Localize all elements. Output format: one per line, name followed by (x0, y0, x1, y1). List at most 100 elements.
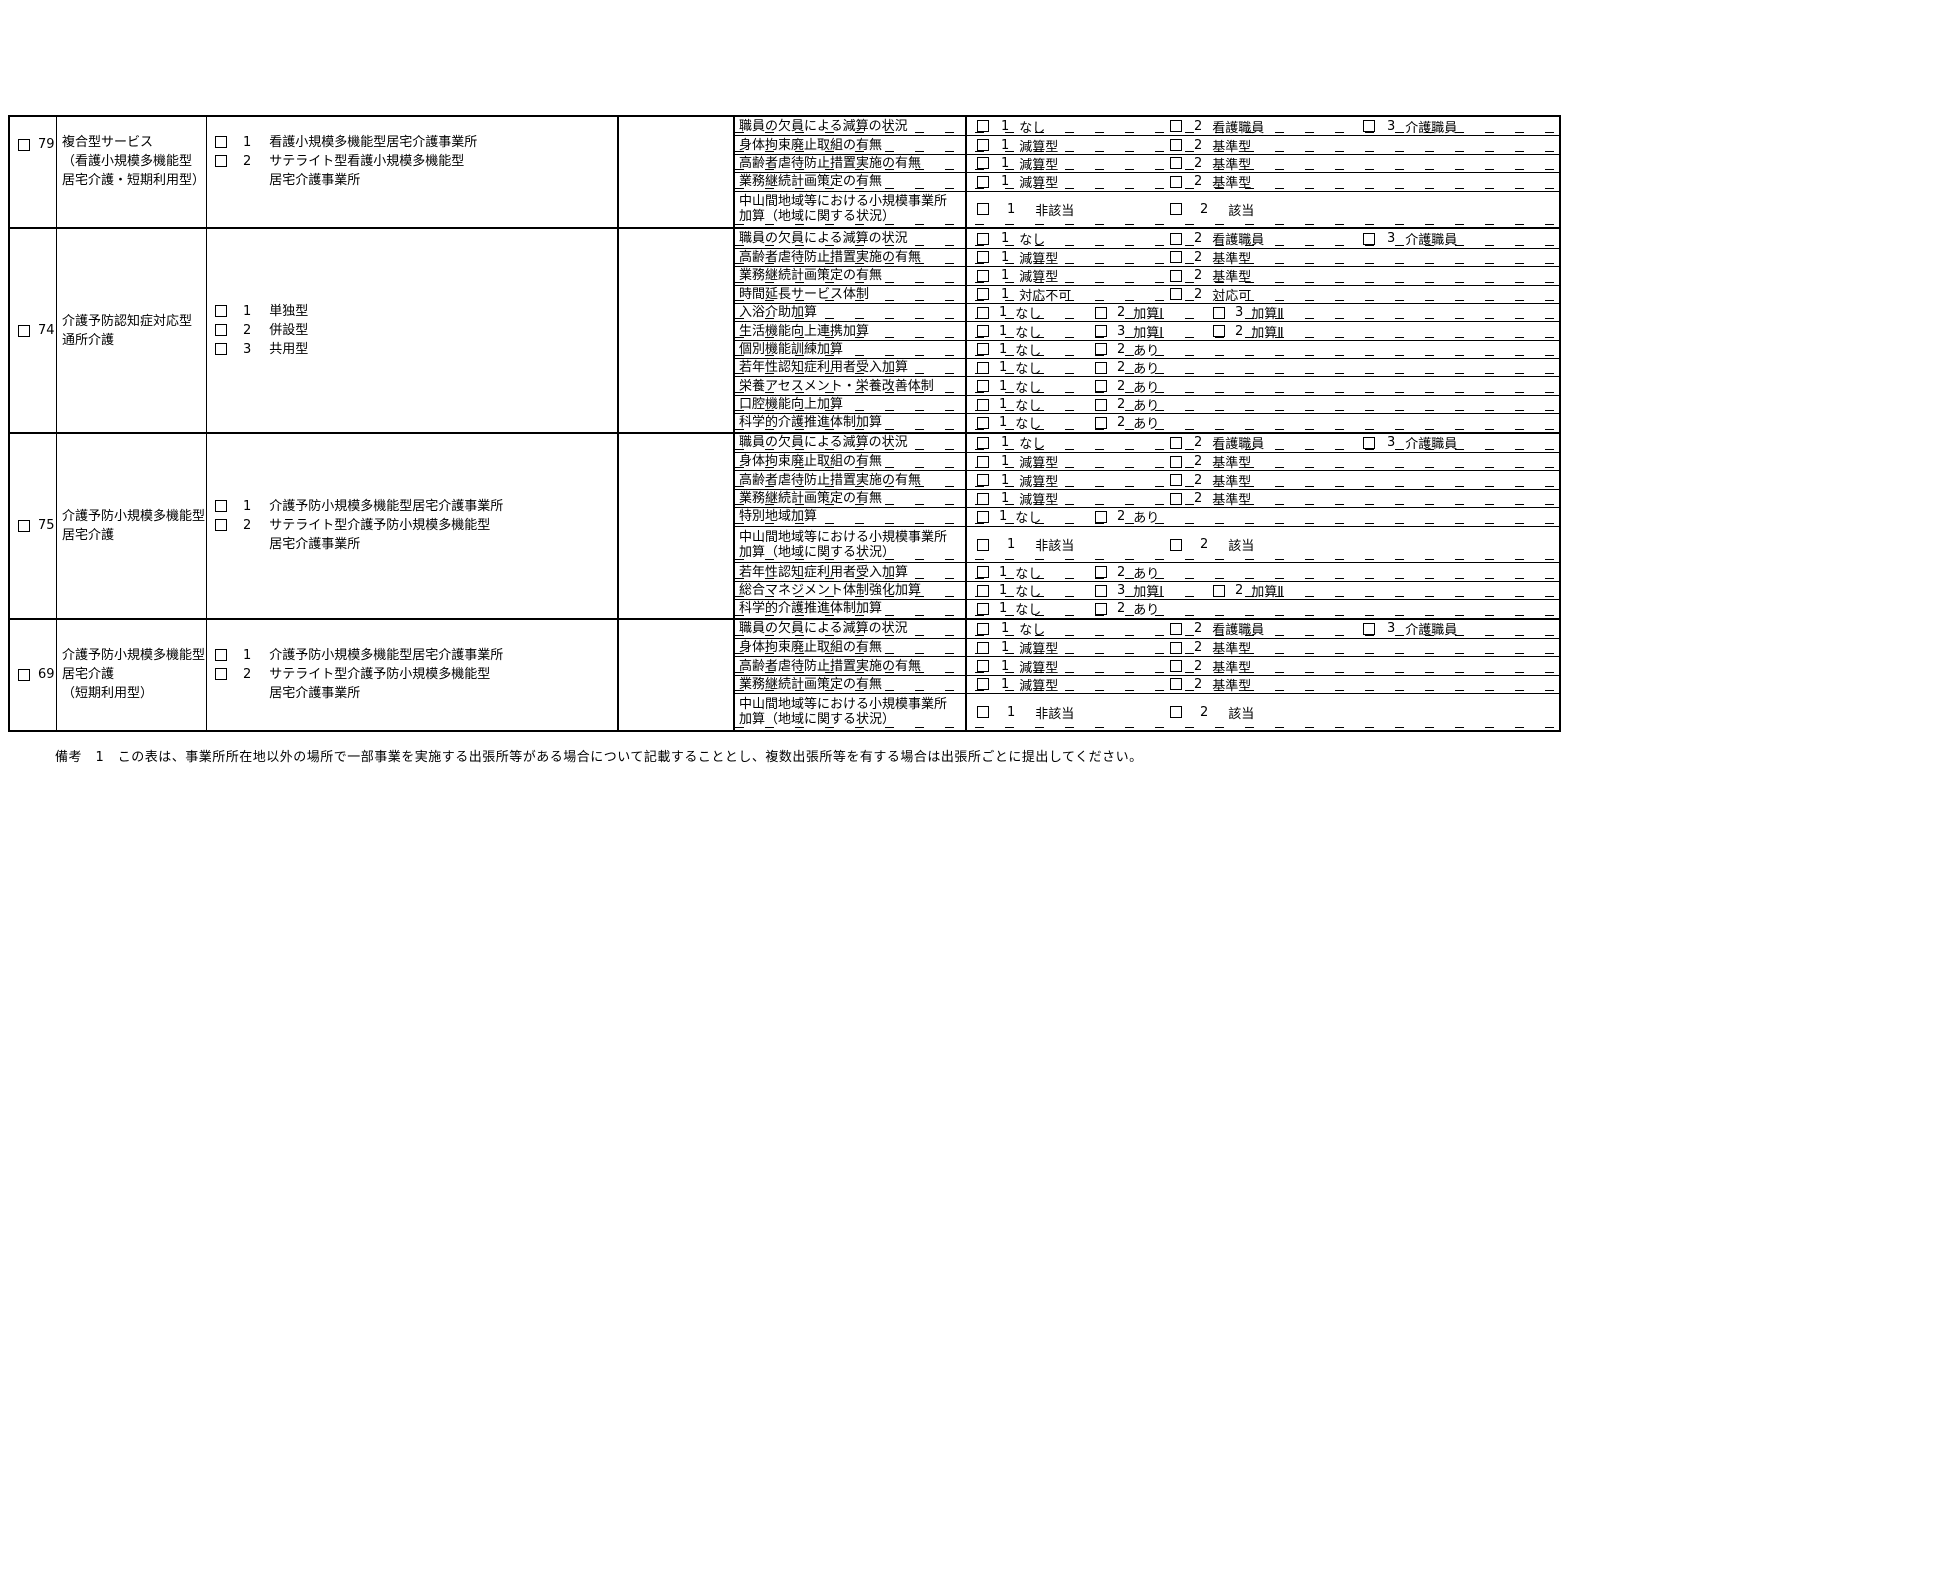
option-checkbox[interactable] (1170, 157, 1182, 170)
type-option-checkbox[interactable] (215, 136, 227, 148)
option-checkbox[interactable] (977, 288, 989, 301)
option-checkbox[interactable] (1170, 538, 1182, 551)
type-option-checkbox[interactable] (215, 649, 227, 662)
option-checkbox[interactable] (977, 492, 989, 505)
option-checkbox[interactable] (1170, 139, 1182, 152)
option-checkbox[interactable] (1213, 306, 1225, 319)
option-checkbox[interactable] (1095, 416, 1107, 429)
option-number: 2 (1194, 118, 1203, 134)
option-label: なし (1015, 399, 1042, 415)
option-checkbox[interactable] (977, 641, 989, 654)
type-option-checkbox[interactable] (215, 324, 227, 336)
option-checkbox[interactable] (1170, 232, 1182, 245)
criteria-row: 入浴介助加算 1 なし 2 加算Ⅰ 3 加算Ⅱ (735, 302, 1559, 322)
service-code-checkbox[interactable] (18, 668, 30, 681)
option-checkbox[interactable] (1213, 325, 1225, 338)
service-code-checkbox[interactable] (18, 324, 30, 337)
criteria-row: 業務継続計画策定の有無 1 減算型 2 基準型 (735, 266, 1559, 285)
type-option-number: 1 (243, 648, 252, 664)
option-checkbox[interactable] (977, 232, 989, 245)
option-checkbox[interactable] (977, 398, 989, 411)
service-type-option: 3 共用型 (207, 340, 617, 359)
option-checkbox[interactable] (977, 203, 989, 216)
option-checkbox[interactable] (1170, 455, 1182, 468)
option-checkbox[interactable] (977, 566, 989, 579)
option-checkbox[interactable] (1363, 120, 1375, 133)
option-checkbox[interactable] (1095, 361, 1107, 374)
option-checkbox[interactable] (977, 361, 989, 374)
option-checkbox[interactable] (977, 678, 989, 691)
option-checkbox[interactable] (1170, 251, 1182, 264)
option-checkbox[interactable] (977, 455, 989, 468)
option-checkbox[interactable] (1170, 203, 1182, 216)
criteria-options: 1 なし 2 加算Ⅰ 3 加算Ⅱ (967, 304, 1559, 322)
option-checkbox[interactable] (977, 251, 989, 264)
option-checkbox[interactable] (1095, 306, 1107, 319)
option-checkbox[interactable] (1170, 474, 1182, 487)
option-checkbox[interactable] (977, 269, 989, 282)
type-option-checkbox[interactable] (215, 155, 227, 167)
criteria-option: 1 なし (977, 413, 1095, 432)
option-number: 1 (999, 323, 1008, 339)
option-checkbox[interactable] (977, 157, 989, 170)
option-checkbox[interactable] (1170, 269, 1182, 282)
option-checkbox[interactable] (977, 416, 989, 429)
option-checkbox[interactable] (1095, 325, 1107, 338)
option-checkbox[interactable] (1095, 398, 1107, 411)
option-checkbox[interactable] (977, 120, 989, 133)
option-checkbox[interactable] (977, 622, 989, 635)
option-checkbox[interactable] (977, 175, 989, 188)
type-option-checkbox[interactable] (215, 519, 227, 532)
service-type-options: 1 介護予防小規模多機能型居宅介護事業所 2 サテライト型介護予防小規模多機能型 居宅… (207, 619, 619, 730)
option-checkbox[interactable] (1170, 641, 1182, 654)
option-checkbox[interactable] (1363, 232, 1375, 245)
option-checkbox[interactable] (1170, 120, 1182, 133)
option-checkbox[interactable] (1170, 175, 1182, 188)
option-checkbox[interactable] (977, 436, 989, 449)
option-checkbox[interactable] (977, 343, 989, 356)
option-checkbox[interactable] (977, 474, 989, 487)
option-number: 2 (1194, 249, 1203, 265)
option-checkbox[interactable] (977, 325, 989, 338)
type-option-checkbox[interactable] (215, 668, 227, 681)
option-checkbox[interactable] (977, 510, 989, 523)
option-checkbox[interactable] (977, 139, 989, 152)
option-label: 非該当 (1035, 203, 1075, 219)
option-number: 1 (1001, 286, 1010, 302)
option-checkbox[interactable] (977, 602, 989, 615)
option-checkbox[interactable] (1213, 584, 1225, 597)
type-option-checkbox[interactable] (215, 500, 227, 513)
option-checkbox[interactable] (1363, 436, 1375, 449)
criteria-option: 2 あり (1095, 358, 1213, 377)
option-checkbox[interactable] (1170, 288, 1182, 301)
option-checkbox[interactable] (977, 538, 989, 551)
option-checkbox[interactable] (1170, 492, 1182, 505)
option-number: 1 (1001, 676, 1010, 692)
option-checkbox[interactable] (1170, 622, 1182, 635)
option-checkbox[interactable] (1095, 510, 1107, 523)
option-label: なし (1015, 380, 1042, 396)
option-checkbox[interactable] (1170, 660, 1182, 673)
option-checkbox[interactable] (1170, 436, 1182, 449)
option-checkbox[interactable] (1095, 584, 1107, 597)
option-checkbox[interactable] (1095, 602, 1107, 615)
option-checkbox[interactable] (1095, 380, 1107, 393)
service-code-checkbox[interactable] (18, 519, 30, 532)
option-checkbox[interactable] (1095, 343, 1107, 356)
option-checkbox[interactable] (977, 584, 989, 597)
service-code-checkbox[interactable] (18, 138, 30, 151)
type-option-checkbox[interactable] (215, 343, 227, 355)
option-checkbox[interactable] (1170, 706, 1182, 719)
criteria-row: 職員の欠員による減算の状況 1 なし 2 看護職員 3 介護職員 (735, 619, 1559, 638)
criteria-label: 科学的介護推進体制加算 (735, 600, 967, 618)
option-checkbox[interactable] (1363, 622, 1375, 635)
type-option-checkbox[interactable] (215, 305, 227, 317)
option-checkbox[interactable] (977, 660, 989, 673)
option-checkbox[interactable] (977, 706, 989, 719)
criteria-label: 特別地域加算 (735, 508, 967, 526)
option-checkbox[interactable] (977, 380, 989, 393)
option-checkbox[interactable] (977, 306, 989, 319)
option-checkbox[interactable] (1170, 678, 1182, 691)
option-checkbox[interactable] (1095, 566, 1107, 579)
criteria-label: 高齢者虐待防止措置実施の有無 (735, 657, 967, 675)
